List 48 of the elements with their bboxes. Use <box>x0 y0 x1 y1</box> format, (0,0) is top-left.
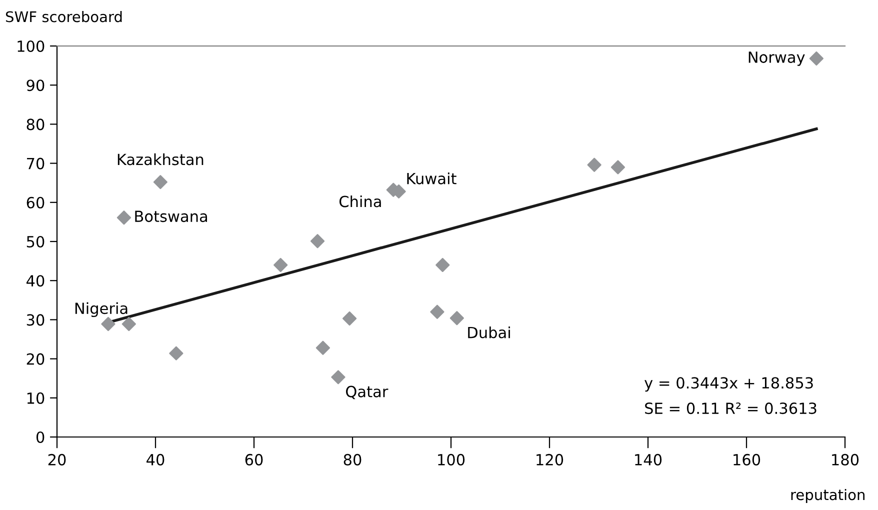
annotation: China <box>339 195 381 208</box>
y-tick-label: 20 <box>26 353 44 365</box>
point <box>122 316 136 332</box>
y-axis-title: SWF scoreboard <box>6 10 122 22</box>
point <box>436 258 450 272</box>
x-tick-label: 80 <box>344 454 362 466</box>
y-tick-label: 30 <box>26 314 44 326</box>
y-tick-label: 60 <box>26 196 44 208</box>
point <box>809 51 824 66</box>
x-tick-label: 140 <box>635 454 662 466</box>
point <box>169 346 184 360</box>
y-tick-label: 50 <box>26 236 44 248</box>
x-tick-label: 120 <box>536 454 564 466</box>
point <box>450 311 464 326</box>
y-tick-label: 100 <box>18 40 44 52</box>
annotation: Kazakhstan <box>118 153 204 166</box>
x-tick-label: 180 <box>832 454 859 466</box>
annotation: Dubai <box>468 326 510 338</box>
x-tick-label: 60 <box>245 454 263 466</box>
annotation: Qatar <box>346 386 388 400</box>
annotation: y = 0.3443x + 18.853 <box>644 377 813 392</box>
point <box>331 370 346 384</box>
x-axis-title: reputation <box>791 488 864 504</box>
point <box>274 258 288 272</box>
annotation: SE = 0.11 R² = 0.3613 <box>645 402 816 414</box>
y-tick-label: 80 <box>26 118 44 130</box>
y-tick-label: 90 <box>26 80 44 92</box>
point <box>430 304 444 319</box>
point <box>310 234 325 248</box>
annotation: Nigeria <box>75 302 128 318</box>
annotation: Norway <box>748 52 805 66</box>
y-tick-label: 10 <box>27 392 44 404</box>
point <box>610 160 626 174</box>
x-tick-label: 100 <box>438 454 465 466</box>
y-tick-label: 0 <box>36 431 44 444</box>
y-tick-label: 70 <box>27 158 44 170</box>
annotation: Botswana <box>135 210 207 222</box>
y-tick-label: 40 <box>26 275 44 287</box>
point <box>587 158 602 172</box>
point <box>153 175 168 190</box>
annotation: Kuwait <box>407 172 456 184</box>
point <box>101 316 116 332</box>
x-tick-label: 160 <box>734 454 760 466</box>
x-tick-label: 20 <box>48 454 66 466</box>
x-tick-label: 40 <box>146 454 164 466</box>
point <box>116 210 132 225</box>
point <box>316 340 330 355</box>
point <box>342 311 357 326</box>
